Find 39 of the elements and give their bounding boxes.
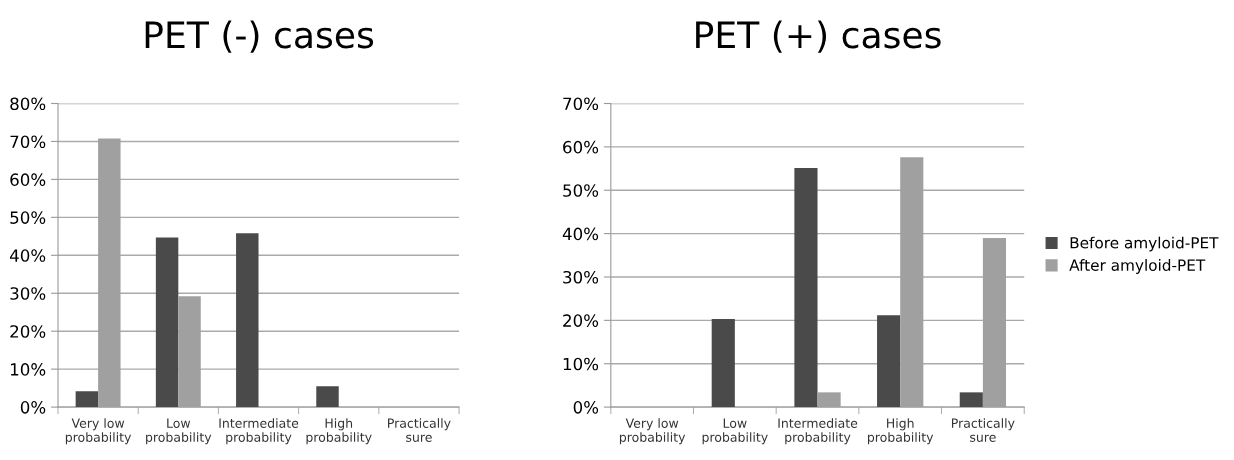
y-tick-label: 40% [562, 227, 599, 241]
x-tick-label: Low probability [702, 418, 768, 445]
x-tick-label: Intermediate probability [219, 418, 299, 445]
y-tick-label: 50% [563, 184, 599, 197]
x-tick-label: Intermediate probability [778, 418, 858, 445]
y-tick-label: 60% [10, 173, 46, 186]
y-tick-label: 60% [563, 140, 599, 154]
x-tick-label: Practically sure [388, 418, 451, 442]
chart-title: PET (-) cases [145, 20, 374, 53]
x-tick-label: Low probability [146, 418, 212, 445]
x-tick-label: Very low probability [65, 418, 132, 445]
x-tick-label: Very low probability [619, 418, 686, 445]
y-tick-label: 30% [563, 270, 599, 284]
bar [236, 233, 259, 408]
legend-label: After amyloid-PET [1069, 259, 1206, 274]
x-tick-label: High probability [867, 418, 934, 445]
y-tick-label: 10% [10, 363, 46, 376]
x-tick-label: Practically sure [951, 418, 1015, 442]
y-tick-label: 70% [563, 97, 599, 111]
bar [75, 391, 99, 408]
chart-title: PET (+) cases [696, 20, 941, 53]
y-tick-label: 20% [563, 314, 599, 327]
y-tick-label: 0% [20, 401, 46, 414]
bar [877, 315, 901, 408]
y-tick-label: 0% [573, 401, 599, 414]
y-tick-label: 70% [10, 135, 46, 149]
y-tick-label: 50% [10, 211, 46, 224]
bar [316, 386, 339, 408]
y-tick-label: 10% [563, 357, 599, 371]
y-tick-label: 80% [10, 97, 46, 111]
bar [711, 319, 735, 408]
bar [155, 237, 179, 408]
legend-label: Before amyloid-PET [1070, 236, 1219, 252]
x-tick-label: High probability [306, 418, 372, 445]
y-tick-label: 30% [10, 287, 46, 300]
bar [959, 392, 983, 408]
bar [794, 168, 818, 408]
y-tick-label: 40% [9, 249, 46, 262]
y-tick-label: 20% [10, 325, 46, 338]
